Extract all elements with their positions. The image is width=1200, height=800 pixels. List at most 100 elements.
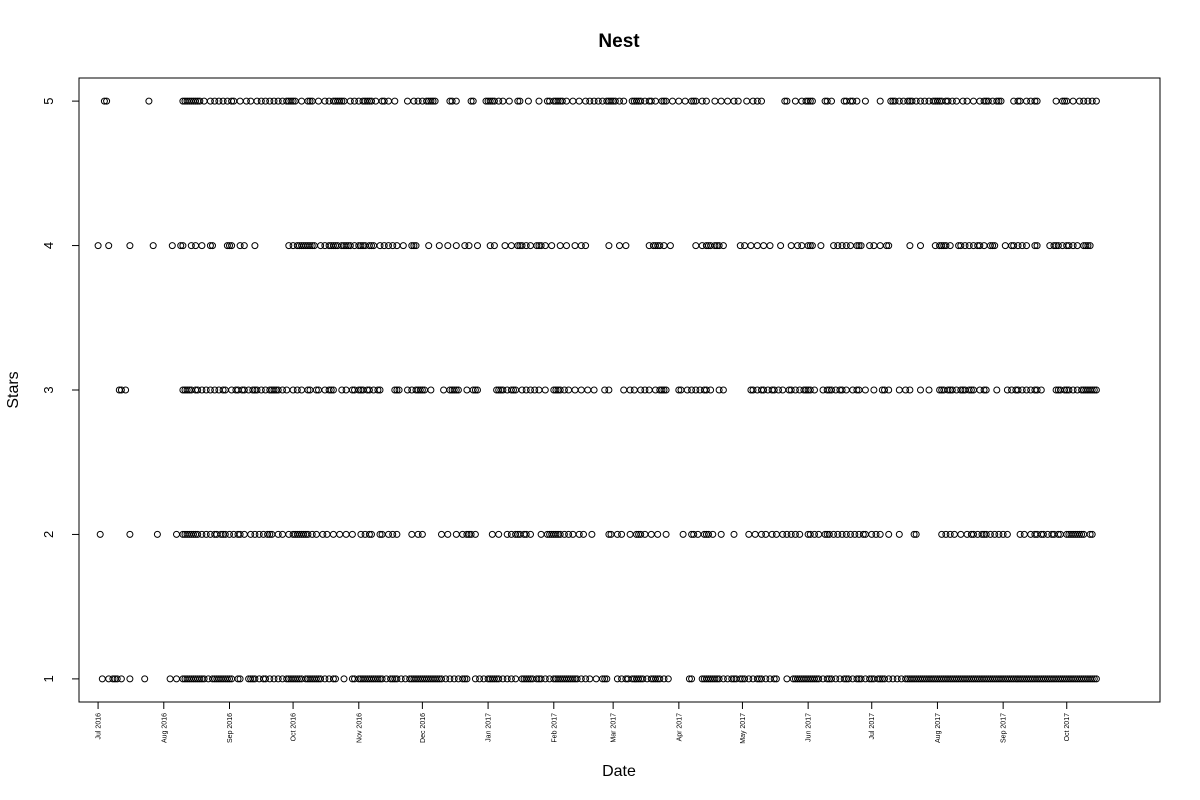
data-point (518, 242, 526, 250)
data-point (380, 97, 388, 105)
data-point (467, 97, 475, 105)
data-point (957, 242, 965, 250)
data-point (190, 530, 197, 538)
data-point (573, 675, 581, 683)
data-point (488, 530, 496, 538)
data-point (527, 530, 534, 538)
data-point (285, 242, 293, 250)
data-point (1092, 386, 1100, 394)
data-point (753, 97, 761, 105)
data-point (365, 530, 373, 538)
data-point (577, 386, 585, 394)
data-point (787, 386, 795, 394)
data-point (461, 242, 469, 250)
x-tick-label: Dec 2016 (420, 713, 427, 743)
data-point (815, 530, 823, 538)
data-point (639, 675, 647, 683)
data-point (514, 242, 522, 250)
data-point (590, 97, 598, 105)
data-point (499, 386, 507, 394)
data-point (912, 97, 920, 105)
data-point (791, 386, 799, 394)
data-point (416, 386, 424, 394)
data-point (872, 530, 880, 538)
data-point (198, 242, 206, 250)
data-point (692, 386, 700, 394)
data-point (425, 242, 433, 250)
data-point (976, 242, 984, 250)
data-point (192, 97, 200, 105)
data-point (711, 242, 719, 250)
data-point (747, 242, 755, 250)
data-point (1092, 97, 1100, 105)
data-point (552, 386, 560, 394)
data-point (859, 530, 867, 538)
data-point (736, 242, 744, 250)
data-point (471, 530, 479, 538)
data-point (253, 386, 261, 394)
data-point (240, 530, 248, 538)
data-point (959, 97, 967, 105)
data-point (853, 675, 861, 683)
data-point (226, 675, 233, 683)
data-point (656, 242, 664, 250)
data-point (844, 675, 852, 683)
data-point (1065, 242, 1073, 250)
data-point (652, 97, 659, 105)
data-point (891, 97, 899, 105)
data-point (1069, 97, 1077, 105)
data-point (533, 242, 541, 250)
x-tick-label: Jun 2017 (806, 713, 813, 742)
data-point (389, 242, 397, 250)
data-point (804, 242, 812, 250)
data-point (446, 675, 454, 683)
data-point (828, 675, 835, 683)
data-point (575, 530, 583, 538)
data-point (293, 675, 301, 683)
data-point (1033, 242, 1041, 250)
data-point (563, 97, 570, 105)
data-point (688, 675, 696, 683)
data-point (921, 97, 929, 105)
data-point (622, 242, 630, 250)
data-point (728, 675, 736, 683)
data-point (762, 675, 770, 683)
data-point (806, 386, 814, 394)
data-point (821, 530, 829, 538)
data-point (798, 242, 806, 250)
data-point (385, 97, 392, 105)
data-point (688, 386, 696, 394)
data-point (495, 675, 503, 683)
data-point (876, 530, 884, 538)
data-point (329, 530, 337, 538)
data-point (616, 97, 623, 105)
data-point (645, 386, 653, 394)
data-point (978, 530, 986, 538)
data-point (626, 530, 634, 538)
data-point (1090, 386, 1098, 394)
data-point (681, 97, 689, 105)
data-point (198, 530, 206, 538)
data-point (895, 530, 903, 538)
data-point (315, 97, 322, 105)
data-point (768, 530, 776, 538)
data-point (715, 242, 723, 250)
data-point (866, 242, 874, 250)
data-point (876, 97, 884, 105)
data-point (527, 386, 534, 394)
data-point (357, 242, 365, 250)
x-axis: Jul 2016 Aug 2016 Sep 2016 Oct 2016 Nov 2016… (96, 702, 1071, 744)
data-point (582, 242, 590, 250)
data-point (274, 530, 282, 538)
data-point (117, 675, 125, 683)
x-tick-label: Jul 2017 (869, 713, 876, 740)
data-point (319, 530, 327, 538)
data-point (603, 675, 611, 683)
data-point (766, 242, 774, 250)
data-point (270, 386, 278, 394)
data-point (1052, 386, 1060, 394)
data-point (791, 530, 799, 538)
data-point (887, 97, 895, 105)
data-point (391, 97, 399, 105)
data-point (378, 675, 386, 683)
